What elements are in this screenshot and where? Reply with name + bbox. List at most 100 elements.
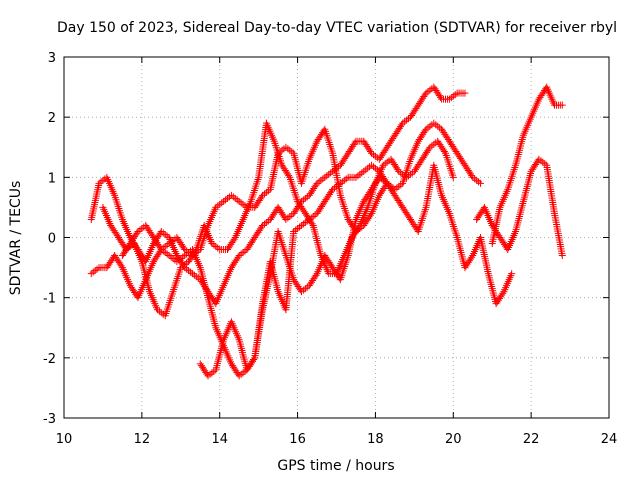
- data-point: [161, 249, 169, 257]
- y-axis-label: SDTVAR / TECUs: [8, 181, 24, 296]
- data-point: [99, 176, 107, 184]
- data-point: [539, 158, 547, 166]
- data-point: [286, 212, 294, 220]
- y-tick-label: 2: [48, 111, 56, 126]
- data-point: [260, 190, 268, 198]
- series-sat-c: [99, 119, 457, 320]
- data-point: [364, 164, 372, 172]
- data-point: [297, 221, 305, 229]
- data-point: [312, 271, 320, 279]
- data-point: [288, 211, 296, 219]
- data-point: [237, 199, 245, 207]
- x-tick-label: 20: [445, 432, 462, 447]
- data-point: [138, 224, 146, 232]
- data-point: [352, 173, 360, 181]
- x-tick-label: 12: [134, 432, 151, 447]
- data-point: [315, 178, 323, 186]
- data-point: [93, 265, 101, 273]
- data-point: [183, 265, 191, 273]
- data-point: [218, 199, 226, 207]
- data-point: [424, 88, 432, 96]
- data-point: [440, 148, 448, 156]
- x-tick-label: 22: [523, 432, 540, 447]
- data-point: [229, 193, 237, 201]
- data-point: [299, 196, 307, 204]
- data-point: [284, 145, 292, 153]
- data-point: [89, 268, 97, 276]
- data-point: [299, 286, 307, 294]
- data-point: [159, 229, 167, 237]
- data-point: [301, 285, 309, 293]
- data-point: [537, 157, 545, 165]
- data-point: [303, 283, 311, 291]
- data-point: [262, 188, 270, 196]
- data-point: [327, 187, 335, 195]
- y-tick-label: 0: [48, 232, 56, 247]
- data-point: [366, 211, 374, 219]
- data-point: [508, 270, 516, 278]
- data-point: [257, 193, 265, 201]
- y-tick-label: -1: [43, 292, 56, 307]
- data-point: [477, 179, 485, 187]
- data-point: [425, 145, 433, 153]
- data-point: [239, 369, 247, 377]
- data-point: [237, 250, 245, 258]
- data-point: [451, 91, 459, 99]
- data-point: [237, 370, 245, 378]
- data-point: [241, 367, 249, 375]
- data-point: [230, 235, 238, 243]
- data-point: [342, 175, 350, 183]
- data-point: [468, 253, 476, 261]
- data-point: [323, 172, 331, 180]
- data-point: [136, 226, 144, 234]
- data-point: [235, 197, 243, 205]
- data-point: [165, 252, 173, 260]
- data-point: [286, 146, 294, 154]
- data-point: [206, 370, 214, 378]
- data-point: [260, 220, 268, 228]
- data-point: [471, 175, 479, 183]
- x-axis-label: GPS time / hours: [277, 458, 394, 474]
- data-point: [558, 252, 566, 260]
- data-point: [294, 224, 302, 232]
- x-tick-label: 14: [211, 432, 228, 447]
- data-point: [395, 182, 403, 190]
- data-point: [239, 200, 247, 208]
- data-points: [87, 83, 566, 380]
- x-tick-label: 10: [56, 432, 73, 447]
- data-point: [234, 253, 242, 261]
- data-point: [301, 194, 309, 202]
- data-point: [331, 184, 339, 192]
- data-point: [447, 94, 455, 102]
- data-point: [432, 121, 440, 129]
- data-point: [355, 223, 363, 231]
- data-point: [257, 223, 265, 231]
- data-point: [241, 247, 249, 255]
- data-point: [421, 127, 429, 135]
- data-point: [424, 124, 432, 132]
- plot-frame: [63, 56, 610, 419]
- data-point: [299, 220, 307, 228]
- data-point: [159, 247, 167, 255]
- data-point: [371, 152, 379, 160]
- data-point: [250, 356, 258, 364]
- data-point: [161, 230, 169, 238]
- data-point: [366, 148, 374, 156]
- data-point: [156, 244, 164, 252]
- data-point: [188, 270, 196, 278]
- data-point: [222, 196, 230, 204]
- data-point: [356, 170, 364, 178]
- data-point: [319, 175, 327, 183]
- data-point: [284, 214, 292, 222]
- data-point: [282, 143, 290, 151]
- data-point: [325, 170, 333, 178]
- x-tick-label: 16: [289, 432, 306, 447]
- data-point: [285, 172, 293, 180]
- data-point: [227, 191, 235, 199]
- data-point: [371, 164, 379, 172]
- data-point: [216, 200, 224, 208]
- data-point: [428, 142, 436, 150]
- data-point: [239, 249, 247, 257]
- data-point: [169, 255, 177, 263]
